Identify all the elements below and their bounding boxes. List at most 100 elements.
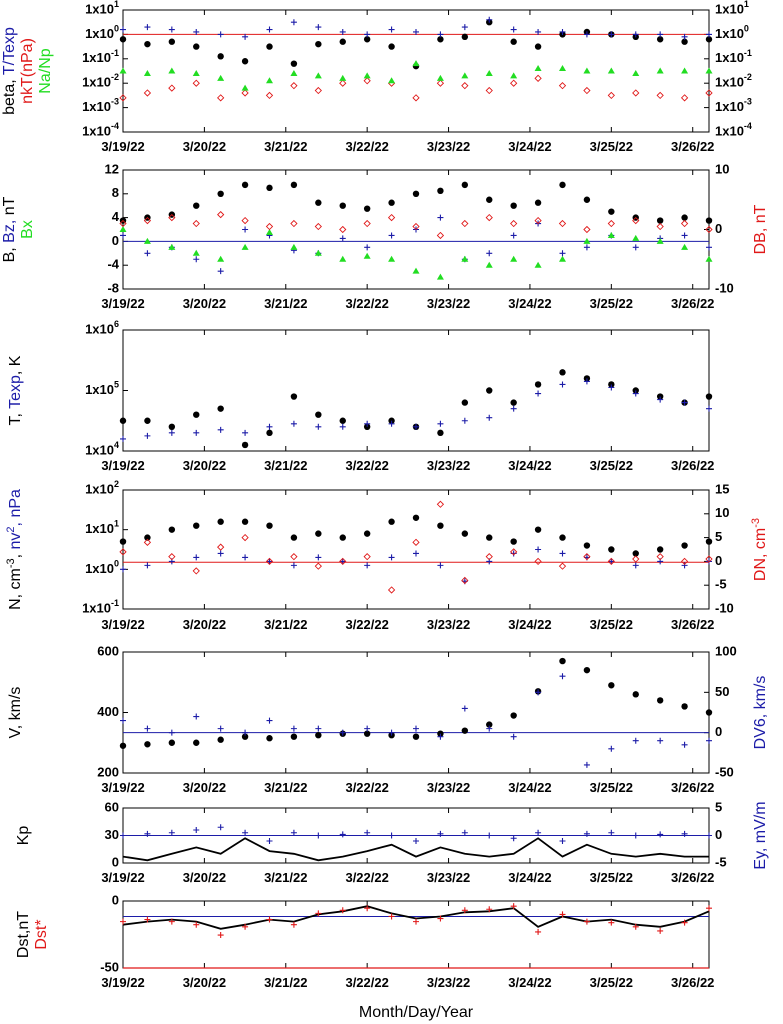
data-point [510,548,518,556]
data-point [168,84,176,92]
data-point [217,736,224,743]
y-tick-label-left: 1x10-4 [82,121,119,138]
x-date-label: 3/25/22 [590,139,633,154]
data-point [510,903,517,910]
data-point [657,31,664,38]
data-point [681,243,689,250]
data-point [363,77,371,85]
data-point [461,907,468,914]
data-point [290,19,297,26]
y-axis-label-left: T, Texp, K [7,355,24,425]
data-point [143,216,152,225]
data-point [608,384,615,391]
data-point [510,79,518,87]
data-point [412,733,420,740]
y-tick-label-right: 10 [715,505,729,520]
y-tick-label-right: 1x10-3 [715,97,752,114]
data-point [656,546,664,553]
data-point [705,709,713,716]
data-point [510,232,517,239]
x-date-label: 3/19/22 [101,139,144,154]
x-date-label: 3/21/22 [264,870,307,885]
data-point [144,562,151,569]
y-tick-label-right: 1x10-2 [715,73,752,90]
data-point [266,838,273,844]
series-DV6 [120,673,712,768]
data-point [608,745,615,752]
data-point [535,928,542,935]
data-point [437,562,444,569]
y-axis-label-left: Dst,nT [15,911,32,958]
data-point [583,244,590,251]
data-point [632,234,640,241]
data-point [290,60,298,67]
data-point [241,216,249,225]
data-point [680,557,689,566]
x-date-label: 3/20/22 [183,780,226,795]
data-point [339,74,347,81]
y-axis-label-left-part: V, km/s [7,687,24,739]
data-point [558,562,567,570]
data-point [705,36,713,43]
data-point [583,918,590,925]
data-point [559,657,566,665]
data-point [315,24,322,31]
panel-kp: 60 30 0 5 0 -5 Kp Ey, mV/m 3/19/22 3/20/22 3/21/22… [15,799,769,885]
y-tick-label-left: 1x100 [85,24,119,41]
data-point [363,219,371,228]
data-point [510,26,517,33]
data-point [510,712,517,719]
data-point [168,829,175,836]
data-point [632,89,640,97]
data-point [388,232,395,239]
data-point [608,208,615,215]
data-point [681,33,688,40]
data-point [705,217,713,224]
data-point [535,28,542,35]
x-date-label: 3/20/22 [183,617,226,632]
panel-frame [122,651,710,774]
data-point [339,907,346,914]
data-point [535,689,542,696]
y-axis-label-left-part: 2 [5,526,17,532]
panel-frame [122,489,710,610]
data-point [217,255,225,262]
x-date-label: 3/20/22 [183,296,226,311]
data-point [168,38,176,45]
x-date-label: 3/21/22 [264,139,307,154]
data-point [706,405,712,412]
data-point [607,219,615,228]
data-point [119,548,127,556]
data-point [193,256,200,263]
x-date-label: 3/20/22 [183,870,226,885]
data-point [144,417,151,424]
y-axis-label-left-part: Kp [15,826,32,846]
data-point [339,417,346,424]
data-point [607,91,615,100]
data-point [314,86,322,95]
x-date-label: 3/26/22 [671,458,714,473]
data-point [437,31,444,38]
x-date-label: 3/21/22 [264,975,307,990]
data-point [290,181,298,189]
data-point [461,727,469,734]
x-date-label: 3/26/22 [671,780,714,795]
data-point [315,554,322,561]
data-point [290,420,297,427]
data-point [705,393,713,400]
data-point [192,79,200,87]
data-point [681,399,688,406]
data-point [363,730,371,737]
data-point [485,86,493,95]
data-point [510,405,517,412]
x-date-label: 3/25/22 [590,975,633,990]
data-point [705,67,713,74]
data-point [266,522,273,529]
y-tick-label-left: 1x105 [85,380,119,397]
y-tick-label-right: -5 [715,854,727,869]
data-point [608,682,615,689]
data-point [364,562,371,569]
data-point [656,553,664,561]
data-point [265,91,274,100]
